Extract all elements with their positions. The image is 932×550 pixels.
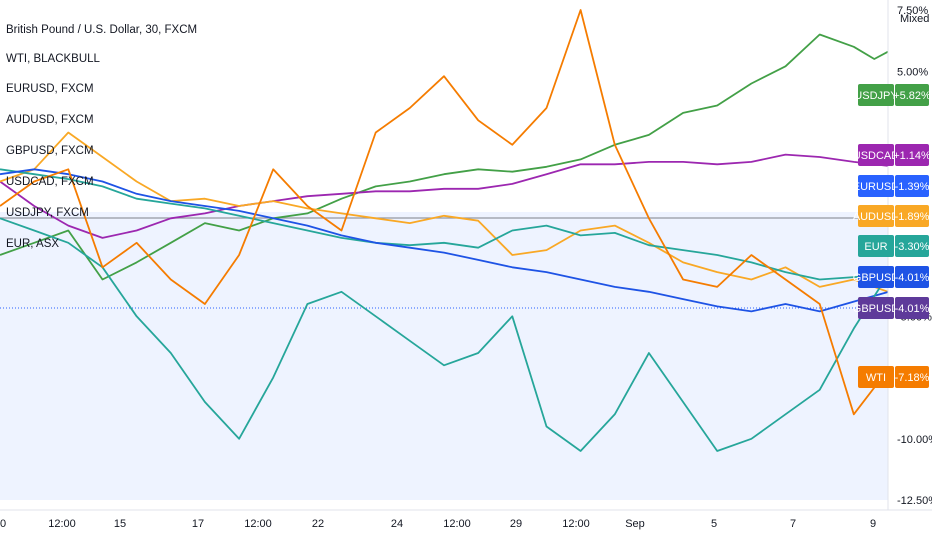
series-line-audusd[interactable] bbox=[0, 168, 889, 281]
x-tick-label: 12:00 bbox=[443, 518, 471, 530]
value-tag-value-text: +1.14% bbox=[893, 150, 931, 162]
x-tick-label: 12:00 bbox=[562, 518, 590, 530]
x-tick-label: 29 bbox=[510, 518, 522, 530]
x-tick-label: 22 bbox=[312, 518, 324, 530]
value-tag-value[interactable] bbox=[895, 175, 929, 197]
scale-mode-label: Mixed bbox=[900, 13, 929, 25]
value-tag-value-text: -1.39% bbox=[895, 181, 930, 193]
y-tick-label: -12.50% bbox=[897, 495, 932, 507]
value-tag-value[interactable] bbox=[895, 366, 929, 388]
value-tag-value-text: -1.89% bbox=[895, 211, 930, 223]
x-tick-label: 12:00 bbox=[48, 518, 76, 530]
value-tag-value-text: -4.01% bbox=[895, 303, 930, 315]
x-tick-label: 17 bbox=[192, 518, 204, 530]
x-tick-label: 0 bbox=[0, 518, 6, 530]
x-tick-label: 9 bbox=[870, 518, 876, 530]
series-line-usdjpy[interactable] bbox=[0, 33, 889, 281]
x-tick-label: Sep bbox=[625, 518, 645, 530]
value-tag-value-text: -4.01% bbox=[895, 272, 930, 284]
y-tick-label: -10.00% bbox=[897, 434, 932, 446]
legend-usdjpy[interactable]: USDJPY, FXCM bbox=[6, 207, 89, 219]
series-line-wti[interactable] bbox=[0, 9, 889, 416]
x-tick-label: 5 bbox=[711, 518, 717, 530]
value-tag-value[interactable] bbox=[895, 205, 929, 227]
value-tag-value[interactable] bbox=[895, 84, 929, 106]
x-tick-label: 12:00 bbox=[244, 518, 272, 530]
value-tag-symbol-text: WTI bbox=[866, 372, 886, 384]
value-tag-symbol-text: EURUSD bbox=[853, 181, 900, 193]
value-tag-value-text: -3.30% bbox=[895, 241, 930, 253]
value-tag-symbol-text: USDCAD bbox=[853, 150, 900, 162]
value-tag-value[interactable] bbox=[895, 144, 929, 166]
x-tick-label: 24 bbox=[391, 518, 403, 530]
x-tick-label: 7 bbox=[790, 518, 796, 530]
series-line-usdcad[interactable] bbox=[0, 153, 889, 239]
value-tag-symbol[interactable] bbox=[858, 297, 894, 319]
value-tag-symbol[interactable] bbox=[858, 205, 894, 227]
value-tag-symbol[interactable] bbox=[858, 235, 894, 257]
legend-audusd[interactable]: AUDUSD, FXCM bbox=[6, 114, 94, 126]
legend-eurusd[interactable]: EURUSD, FXCM bbox=[6, 83, 94, 95]
x-tick-label: 15 bbox=[114, 518, 126, 530]
value-tag-value[interactable] bbox=[895, 266, 929, 288]
value-tag-symbol-text: AUDUSD bbox=[853, 211, 900, 223]
legend-main-symbol[interactable]: British Pound / U.S. Dollar, 30, FXCM bbox=[6, 24, 198, 36]
plot-shade bbox=[0, 212, 888, 500]
value-tag-symbol-text: USDJPY bbox=[854, 90, 898, 102]
value-tag-symbol-text: EUR bbox=[864, 241, 887, 253]
value-tag-value[interactable] bbox=[895, 297, 929, 319]
value-tag-symbol[interactable] bbox=[858, 84, 894, 106]
value-tag-symbol[interactable] bbox=[858, 266, 894, 288]
value-tag-symbol[interactable] bbox=[858, 366, 894, 388]
value-tag-symbol[interactable] bbox=[858, 175, 894, 197]
series-line-eur[interactable] bbox=[0, 217, 889, 452]
legend-gbpusd[interactable]: GBPUSD, FXCM bbox=[6, 145, 94, 157]
y-tick-label: 5.00% bbox=[897, 66, 928, 78]
series-line-gbpusd[interactable] bbox=[0, 168, 889, 313]
legend-usdcad[interactable]: USDCAD, FXCM bbox=[6, 176, 94, 188]
series-line-eurusd[interactable] bbox=[0, 131, 889, 293]
value-tag-value[interactable] bbox=[895, 235, 929, 257]
value-tag-value-text: +5.82% bbox=[893, 90, 931, 102]
value-tag-value-text: -7.18% bbox=[895, 372, 930, 384]
legend-eur[interactable]: EUR, ASX bbox=[6, 238, 60, 250]
value-tag-symbol-text: GBPUSD bbox=[853, 303, 900, 315]
value-tag-symbol[interactable] bbox=[858, 144, 894, 166]
value-tag-symbol-text: GBPUSD bbox=[853, 272, 900, 284]
legend-wti[interactable]: WTI, BLACKBULL bbox=[6, 53, 100, 65]
y-tick-label: 7.50% bbox=[897, 5, 928, 17]
